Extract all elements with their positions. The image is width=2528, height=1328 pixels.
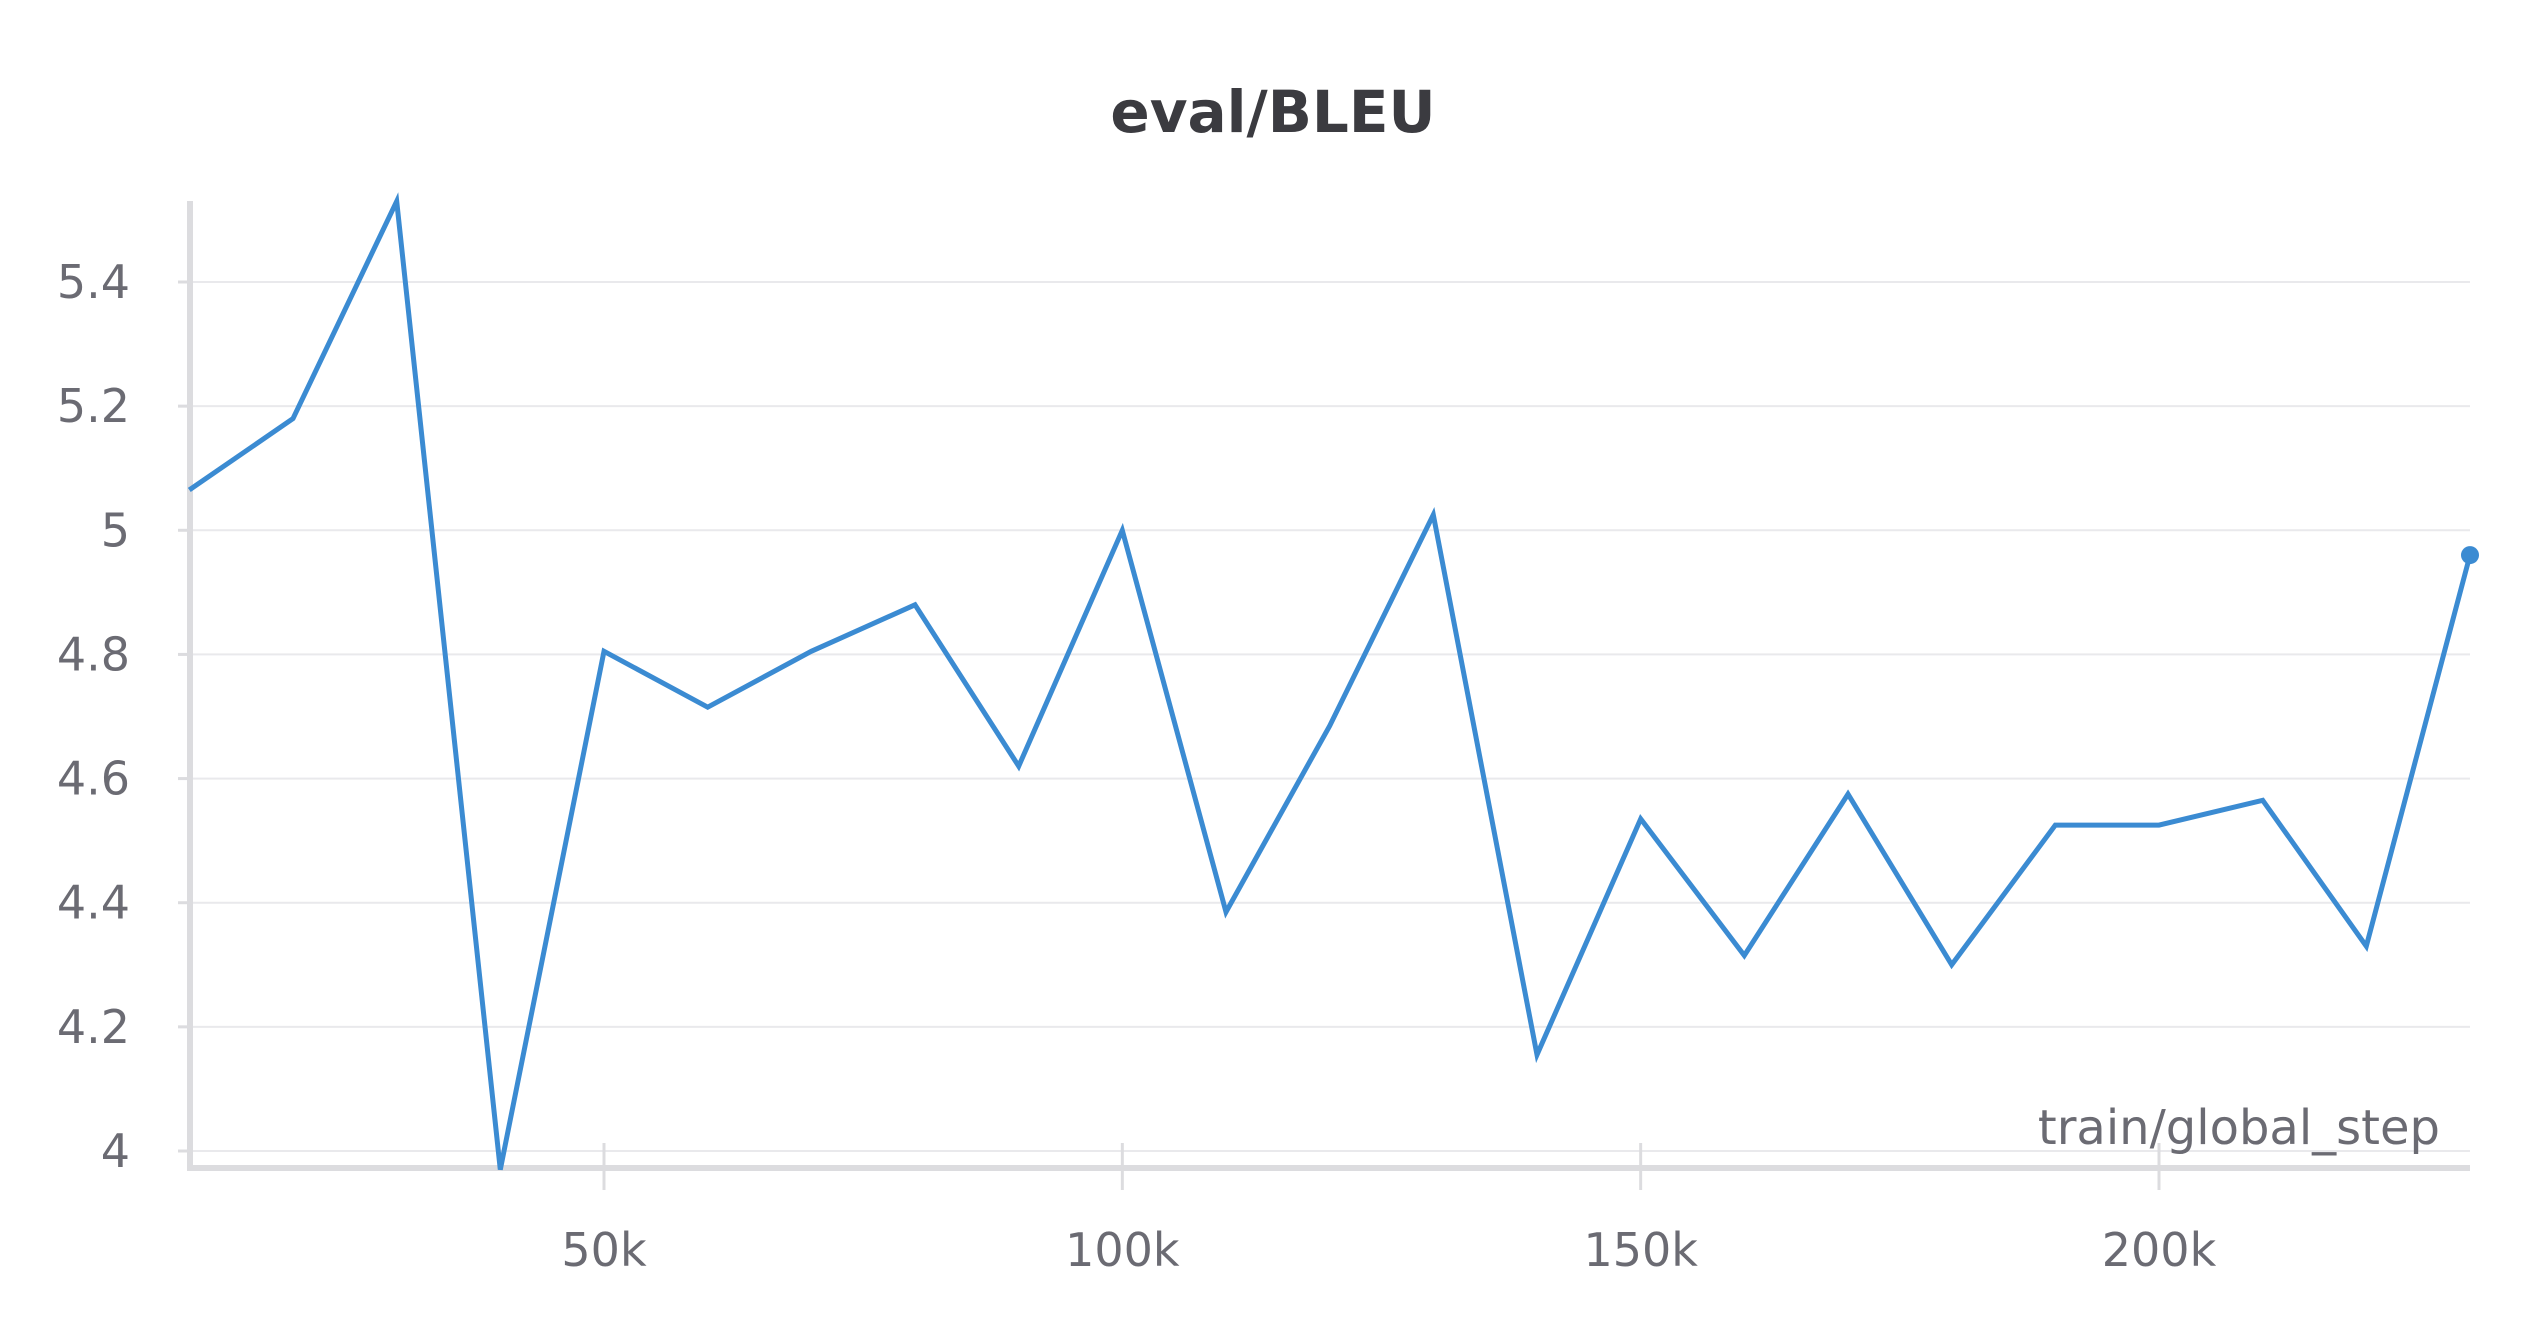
y-tick-label: 4.4 — [57, 876, 130, 930]
y-tick-label: 4 — [101, 1124, 130, 1178]
y-tick-label: 4.6 — [57, 752, 130, 806]
tick-layer: 4 4.2 4.4 4.6 4.8 5 5.2 5.4 50k 100k 150k 200k — [57, 255, 2217, 1277]
x-tick-label: 50k — [561, 1223, 647, 1277]
axis-layer — [187, 201, 2470, 1171]
y-tick-label: 5.4 — [57, 255, 130, 309]
last-data-point — [2461, 546, 2479, 565]
y-tick-label: 4.8 — [57, 627, 130, 681]
series-line-bleu — [187, 192, 2473, 1171]
x-tick-label: 100k — [1065, 1223, 1180, 1277]
grid-layer — [192, 281, 2470, 1152]
chart-title: eval/BLEU — [1110, 78, 1435, 146]
x-tick-label: 150k — [1583, 1223, 1698, 1277]
y-tick-label: 5 — [101, 503, 130, 557]
y-tick-label: 5.2 — [57, 379, 130, 433]
x-tick-label: 200k — [2102, 1223, 2217, 1277]
series-layer — [187, 192, 2479, 1171]
x-axis-label: train/global_step — [2038, 1100, 2440, 1156]
y-tick-label: 4.2 — [57, 1000, 130, 1054]
